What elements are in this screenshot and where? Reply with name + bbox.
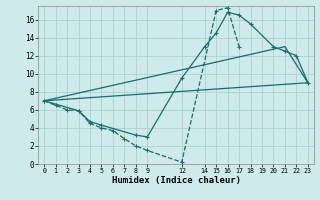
X-axis label: Humidex (Indice chaleur): Humidex (Indice chaleur) [111,176,241,185]
